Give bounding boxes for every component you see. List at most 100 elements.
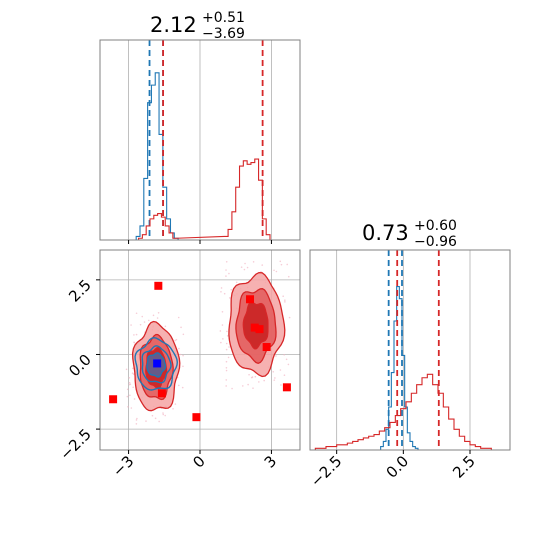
sample-point [272, 370, 275, 373]
sample-point [147, 319, 150, 322]
red-marker [282, 383, 291, 392]
sample-point [250, 376, 253, 379]
blue-contour [134, 336, 179, 391]
sample-point [156, 317, 159, 319]
blue-marker [153, 359, 162, 368]
sample-point [284, 299, 286, 301]
sample-point [182, 333, 185, 336]
red-marker [250, 323, 259, 332]
sample-point [135, 312, 138, 315]
sample-point [221, 310, 224, 313]
sample-point [230, 288, 233, 291]
sample-point [288, 316, 291, 319]
x-tick-label: 0.0 [383, 452, 413, 482]
sample-point [141, 315, 144, 318]
histogram-series-blue [380, 286, 419, 450]
sample-point [219, 330, 222, 332]
title-x: 2.12 +0.51 −3.69 [150, 10, 245, 42]
x-tick-label: −3 [109, 452, 137, 480]
sample-point [151, 414, 154, 417]
sample-point [225, 366, 228, 369]
sample-point [130, 324, 132, 326]
sample-point [225, 360, 228, 363]
sample-point [223, 292, 226, 295]
sample-point [283, 353, 285, 356]
sample-point [129, 394, 131, 397]
sample-point [179, 353, 182, 356]
sample-point [231, 387, 233, 390]
red-marker [192, 413, 201, 422]
sample-point [287, 275, 290, 278]
sample-point [133, 341, 136, 344]
sample-point [280, 384, 282, 386]
sample-point [175, 338, 178, 341]
sample-point [225, 261, 228, 263]
sample-point [128, 376, 131, 379]
x-tick-label: −2.5 [307, 452, 345, 490]
sample-point [225, 269, 227, 271]
sample-point [221, 324, 224, 326]
sample-point [240, 266, 243, 268]
joint-contour-panel: −3 0 3 −2.5 0.0 2.5 [56, 249, 301, 480]
sample-point [275, 355, 277, 357]
sample-point [178, 347, 180, 350]
sample-point [226, 330, 228, 333]
sample-point [126, 395, 129, 398]
sample-point [244, 262, 246, 265]
y-tick-label: 2.5 [65, 276, 95, 306]
red-marker [109, 395, 118, 404]
sample-point [225, 379, 228, 381]
sample-point [275, 270, 278, 273]
sample-point [177, 316, 180, 319]
title-y-minus: −0.96 [414, 234, 457, 250]
sample-point [280, 263, 283, 266]
sample-point [164, 414, 167, 417]
sample-point [227, 356, 230, 359]
blue-contour [141, 345, 172, 384]
sample-point [157, 311, 160, 314]
sample-point [273, 269, 275, 272]
sample-point [261, 264, 264, 266]
sample-point [145, 420, 147, 422]
sample-point [181, 386, 184, 389]
sample-point [180, 326, 182, 329]
sample-point [252, 387, 254, 389]
sample-point [254, 375, 257, 378]
sample-point [154, 417, 157, 420]
axes-frame [309, 249, 511, 451]
sample-point [128, 383, 131, 386]
red-marker [262, 343, 271, 352]
title-y: 0.73 +0.60 −0.96 [362, 218, 457, 250]
histogram-series-red [138, 158, 271, 240]
sample-point [125, 368, 128, 371]
sample-point [286, 263, 289, 266]
sample-point [133, 334, 135, 336]
sample-point [226, 335, 229, 337]
y-tick-label: 0.0 [65, 351, 95, 381]
title-y-value: 0.73 [362, 221, 409, 245]
sample-point [143, 321, 146, 323]
red-marker [157, 389, 166, 398]
sample-point [182, 365, 184, 368]
sample-point [225, 369, 228, 372]
sample-point [139, 323, 142, 326]
sample-point [135, 419, 138, 421]
sample-point [274, 377, 276, 379]
title-y-plus: +0.60 [414, 218, 457, 234]
sample-point [132, 367, 134, 370]
sample-point [172, 408, 174, 410]
sample-point [220, 291, 222, 293]
sample-point [135, 333, 138, 336]
sample-point [133, 398, 136, 400]
sample-point [158, 420, 160, 423]
x-tick-label: 0 [189, 452, 208, 471]
sample-point [162, 413, 165, 416]
sample-point [247, 383, 249, 386]
sample-point [220, 287, 223, 289]
title-x-minus: −3.69 [202, 26, 245, 42]
sample-point [132, 373, 135, 375]
sample-point [177, 384, 180, 387]
sample-point [132, 386, 134, 389]
sample-point [258, 381, 260, 383]
